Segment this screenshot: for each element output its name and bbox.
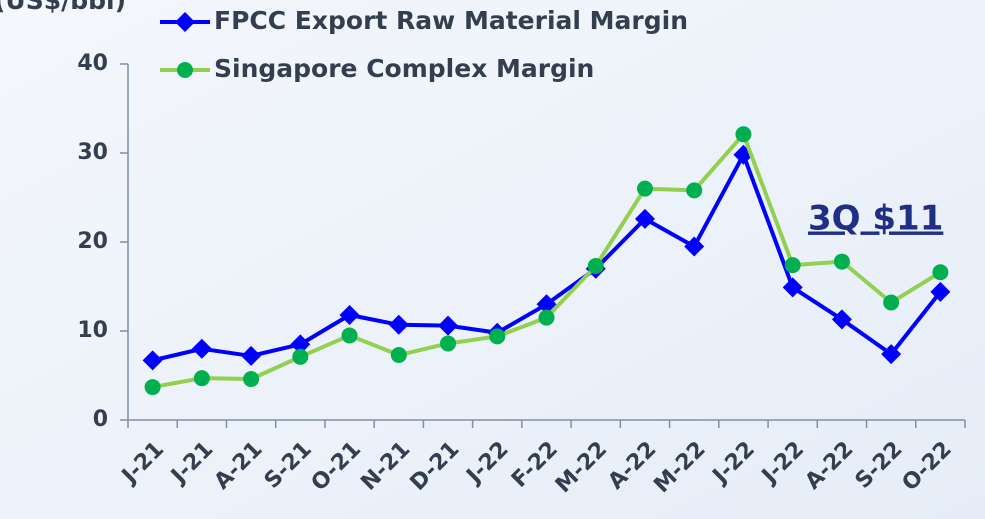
marker xyxy=(684,236,705,257)
marker xyxy=(538,309,555,326)
legend-marker xyxy=(175,12,195,32)
marker xyxy=(388,314,409,335)
y-tick-label: 20 xyxy=(77,229,108,254)
marker xyxy=(193,370,210,387)
marker xyxy=(438,315,459,336)
marker xyxy=(292,348,309,365)
y-tick-label: 40 xyxy=(77,51,108,76)
marker xyxy=(735,126,752,143)
marker xyxy=(191,338,212,359)
marker xyxy=(833,253,850,270)
marker xyxy=(341,327,358,344)
y-axis-label: (US$/bbl) xyxy=(0,0,126,15)
marker xyxy=(686,182,703,199)
marker xyxy=(440,335,457,352)
marker xyxy=(536,294,557,315)
y-tick-label: 0 xyxy=(93,407,108,432)
marker xyxy=(390,347,407,364)
y-tick-label: 30 xyxy=(77,140,108,165)
marker xyxy=(587,258,604,275)
y-tick-label: 10 xyxy=(77,318,108,343)
marker xyxy=(144,379,161,396)
marker xyxy=(241,345,262,366)
marker xyxy=(881,344,902,365)
marker xyxy=(930,281,951,302)
marker xyxy=(784,257,801,274)
marker xyxy=(634,208,655,229)
marker xyxy=(932,264,949,281)
marker xyxy=(883,294,900,311)
legend-marker xyxy=(177,62,193,78)
marker xyxy=(831,309,852,330)
marker xyxy=(782,277,803,298)
marker xyxy=(142,350,163,371)
legend-label: Singapore Complex Margin xyxy=(214,54,594,83)
marker xyxy=(339,304,360,325)
marker xyxy=(290,334,311,355)
marker xyxy=(489,328,506,345)
legend-label: FPCC Export Raw Material Margin xyxy=(214,6,688,35)
marker xyxy=(243,371,260,388)
marker xyxy=(636,180,653,197)
annotation: 3Q $11 xyxy=(808,199,943,239)
